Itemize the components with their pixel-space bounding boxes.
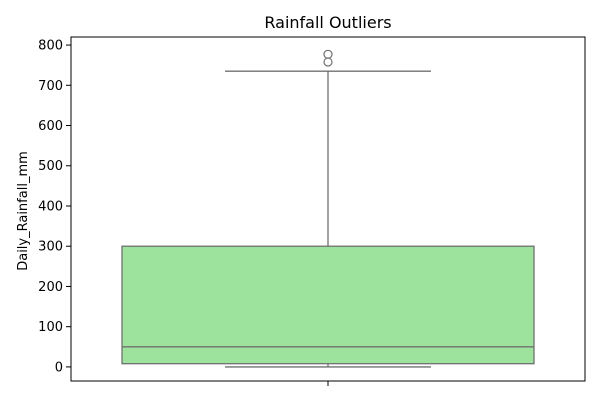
y-tick-label: 0 [55,360,63,375]
y-tick-label: 700 [38,79,63,94]
outlier-point [323,57,333,67]
chart-title: Rainfall Outliers [264,13,391,32]
y-tick-label: 500 [38,159,63,174]
y-tick-label: 800 [38,39,63,54]
y-tick-label: 300 [38,240,63,255]
y-axis-label: Daily_Rainfall_mm [16,151,31,271]
interquartile-box [121,245,535,365]
y-tick-label: 200 [38,280,63,295]
y-tick-label: 100 [38,320,63,335]
plot-area [121,49,535,368]
y-tick-label: 600 [38,119,63,134]
y-tick-label: 400 [38,199,63,214]
y-axis-ticks: 0 100 200 300 400 500 600 700 800 [38,39,71,375]
outlier-point [323,49,333,59]
